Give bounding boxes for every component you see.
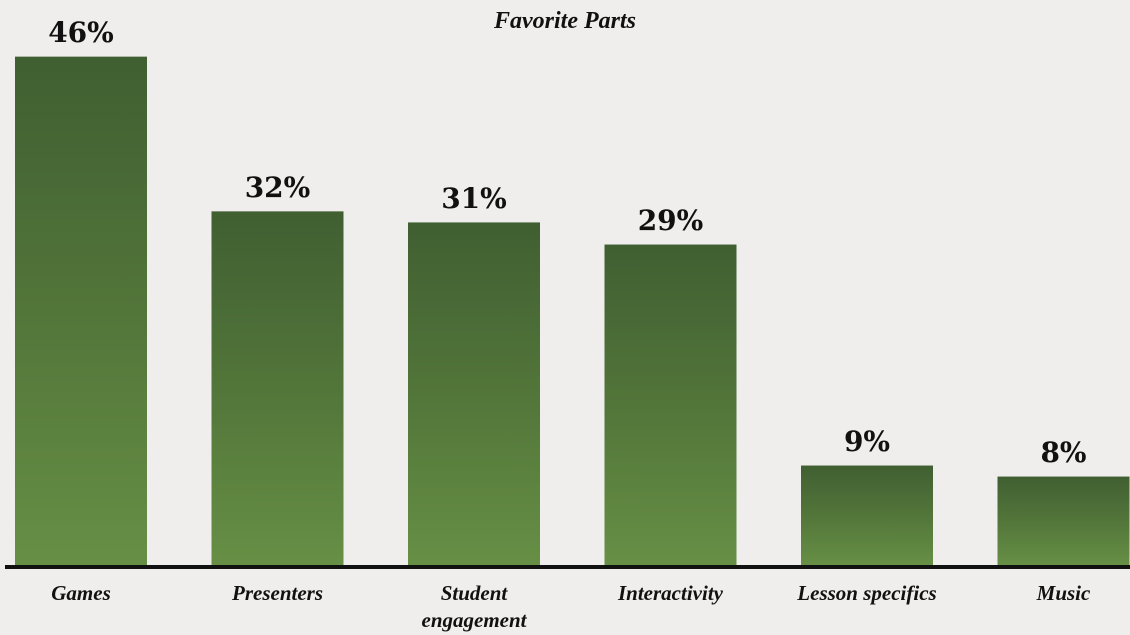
x-tick-label: Games xyxy=(0,580,166,607)
bar xyxy=(801,466,933,565)
x-tick-label: Lesson specifics xyxy=(782,580,952,607)
bar xyxy=(212,211,344,565)
plot: 46%32%31%29%9%8% xyxy=(0,0,1130,635)
bar xyxy=(998,477,1130,565)
value-label: 9% xyxy=(844,425,890,458)
bar xyxy=(605,245,737,565)
value-label: 32% xyxy=(245,171,311,204)
x-tick-label: Student engagement xyxy=(389,580,559,634)
value-label: 29% xyxy=(638,204,704,237)
bar xyxy=(408,222,540,565)
chart: 46%32%31%29%9%8% Favorite Parts GamesPre… xyxy=(0,0,1130,635)
x-tick-label: Presenters xyxy=(193,580,363,607)
bar xyxy=(15,57,147,565)
x-tick-label: Interactivity xyxy=(586,580,756,607)
value-label: 31% xyxy=(441,182,507,215)
value-label: 8% xyxy=(1040,436,1086,469)
chart-title: Favorite Parts xyxy=(0,8,1130,35)
x-tick-label: Music xyxy=(979,580,1130,607)
